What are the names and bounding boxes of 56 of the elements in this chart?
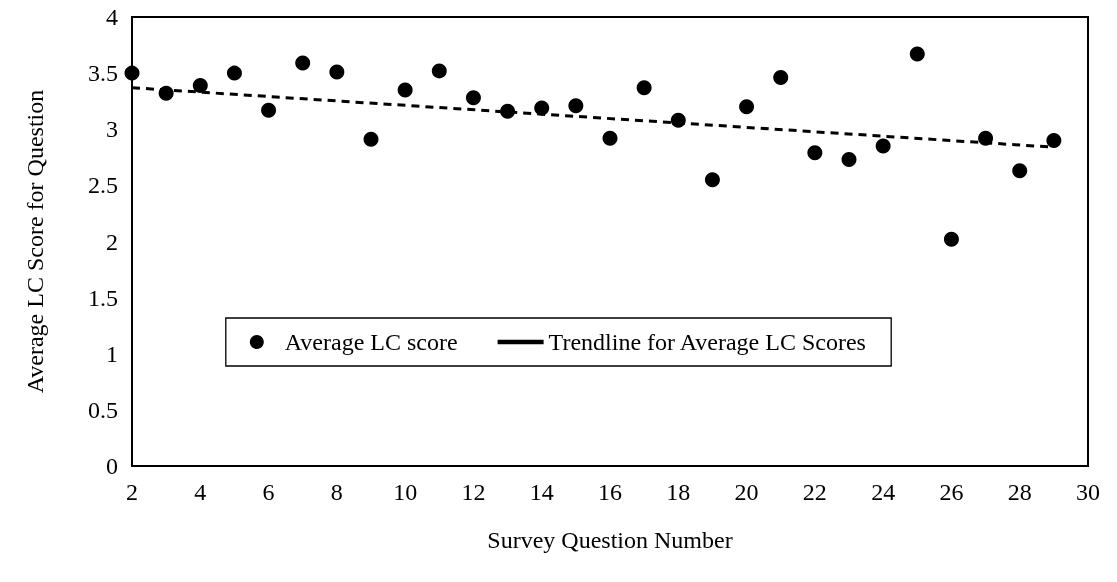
point	[158, 85, 174, 101]
point	[192, 77, 208, 93]
point	[909, 46, 925, 62]
point	[773, 70, 789, 86]
x-tick-label: 10	[393, 479, 418, 505]
point	[807, 145, 823, 161]
point	[397, 82, 413, 98]
point	[875, 138, 891, 154]
y-tick-label: 3.5	[88, 60, 118, 87]
point	[1046, 132, 1062, 148]
x-tick-label: 30	[1076, 479, 1100, 505]
x-tick-label: 8	[330, 479, 343, 505]
x-tick-label: 20	[734, 479, 759, 505]
x-tick-label: 24	[871, 479, 896, 505]
y-tick-label: 0	[106, 453, 118, 479]
point	[500, 103, 516, 119]
point	[124, 65, 140, 81]
y-tick-label: 3	[106, 116, 118, 143]
x-tick-label: 26	[939, 479, 964, 505]
y-tick-label: 2.5	[88, 172, 118, 199]
x-tick-label: 6	[262, 479, 275, 505]
x-tick-label: 22	[802, 479, 827, 505]
legend-label: Trendline for Average LC Scores	[548, 329, 866, 355]
x-axis-title: Survey Question Number	[487, 527, 733, 553]
point	[465, 90, 481, 106]
point	[704, 172, 720, 188]
x-tick-label: 12	[461, 479, 486, 505]
legend-label: Average LC score	[284, 329, 458, 355]
point	[670, 112, 686, 128]
point	[568, 98, 584, 114]
y-tick-label: 4	[106, 4, 118, 30]
y-tick-label: 1	[106, 340, 118, 367]
point	[602, 130, 618, 146]
point	[226, 65, 242, 81]
x-tick-label: 4	[194, 479, 207, 505]
point	[636, 80, 652, 96]
point	[329, 64, 345, 80]
y-tick-label: 1.5	[88, 284, 118, 311]
point	[1012, 163, 1028, 179]
y-tick-label: 2	[106, 228, 118, 255]
x-tick-label: 16	[598, 479, 622, 505]
point	[943, 231, 959, 247]
y-tick-label: 0.5	[88, 396, 118, 423]
x-tick-label: 14	[529, 479, 554, 505]
point	[431, 63, 447, 79]
point	[261, 102, 277, 118]
point	[978, 130, 994, 146]
x-tick-label: 2	[126, 479, 138, 505]
point	[534, 100, 550, 116]
point	[295, 55, 311, 71]
y-axis-title: Average LC Score for Question	[22, 89, 48, 394]
point	[739, 99, 755, 115]
point	[363, 131, 379, 147]
x-tick-label: 28	[1007, 479, 1032, 505]
point	[841, 152, 857, 168]
x-tick-label: 18	[666, 479, 691, 505]
